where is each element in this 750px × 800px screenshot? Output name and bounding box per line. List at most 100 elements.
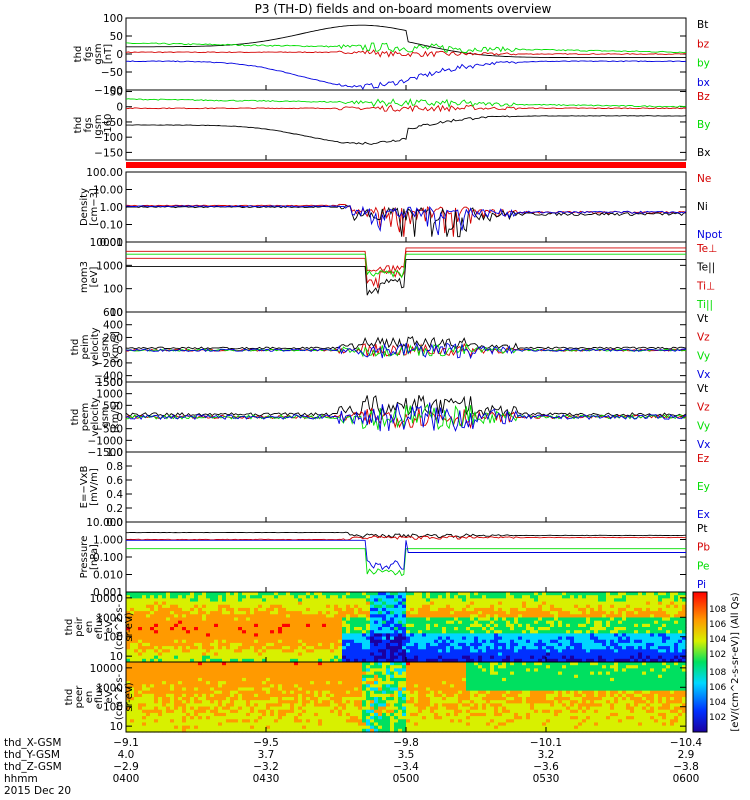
heatmap-cell	[386, 665, 391, 669]
heatmap-cell	[418, 671, 423, 676]
heatmap-cell	[130, 630, 135, 634]
heatmap-cell	[298, 604, 303, 609]
heatmap-cell	[222, 652, 227, 657]
heatmap-cell	[214, 630, 219, 634]
heatmap-cell	[230, 627, 235, 631]
heatmap-cell	[194, 665, 199, 669]
heatmap-cell	[358, 709, 363, 714]
heatmap-cell	[386, 662, 391, 666]
heatmap-cell	[282, 674, 287, 679]
heatmap-cell	[514, 658, 519, 663]
heatmap-cell	[326, 646, 331, 650]
heatmap-cell	[498, 620, 503, 625]
heatmap-cell	[434, 598, 439, 603]
heatmap-cell	[322, 655, 327, 660]
heatmap-cell	[326, 693, 331, 698]
heatmap-cell	[374, 716, 379, 720]
heatmap-cell	[174, 604, 179, 609]
heatmap-cell	[394, 607, 399, 612]
heatmap-cell	[290, 690, 295, 695]
heatmap-cell	[182, 712, 187, 717]
heatmap-cell	[390, 697, 395, 701]
heatmap-cell	[538, 592, 543, 596]
heatmap-cell	[666, 611, 671, 615]
heatmap-cell	[250, 662, 255, 666]
heatmap-cell	[154, 700, 159, 704]
heatmap-cell	[590, 601, 595, 606]
heatmap-cell	[398, 614, 403, 619]
heatmap-cell	[198, 719, 203, 724]
heatmap-cell	[306, 728, 311, 733]
heatmap-cell	[438, 630, 443, 634]
heatmap-cell	[682, 617, 687, 622]
heatmap-cell	[350, 611, 355, 615]
heatmap-cell	[346, 662, 351, 666]
heatmap-cell	[302, 677, 307, 682]
heatmap-cell	[182, 697, 187, 701]
heatmap-cell	[418, 693, 423, 698]
heatmap-cell	[366, 623, 371, 628]
heatmap-cell	[222, 671, 227, 676]
heatmap-cell	[302, 665, 307, 669]
heatmap-cell	[418, 646, 423, 650]
heatmap-cell	[270, 681, 275, 685]
heatmap-cell	[134, 712, 139, 717]
heatmap-cell	[410, 671, 415, 676]
heatmap-cell	[250, 697, 255, 701]
heatmap-cell	[670, 592, 675, 596]
heatmap-cell	[414, 690, 419, 695]
heatmap-cell	[454, 617, 459, 622]
heatmap-cell	[126, 658, 131, 663]
heatmap-cell	[170, 722, 175, 727]
heatmap-cell	[286, 684, 291, 689]
heatmap-cell	[494, 655, 499, 660]
heatmap-cell	[366, 649, 371, 654]
heatmap-cell	[202, 684, 207, 689]
heatmap-cell	[134, 684, 139, 689]
heatmap-cell	[242, 716, 247, 720]
heatmap-cell	[682, 620, 687, 625]
heatmap-cell	[498, 639, 503, 644]
heatmap-cell	[414, 592, 419, 596]
heatmap-cell	[470, 623, 475, 628]
heatmap-cell	[274, 601, 279, 606]
heatmap-cell	[298, 595, 303, 599]
heatmap-cell	[334, 687, 339, 692]
heatmap-cell	[270, 687, 275, 692]
heatmap-cell	[558, 652, 563, 657]
heatmap-cell	[314, 630, 319, 634]
heatmap-cell	[514, 598, 519, 603]
heatmap-cell	[290, 700, 295, 704]
heatmap-cell	[674, 646, 679, 650]
heatmap-cell	[670, 658, 675, 663]
heatmap-cell	[178, 684, 183, 689]
heatmap-cell	[338, 725, 343, 730]
heatmap-cell	[502, 617, 507, 622]
heatmap-cell	[390, 709, 395, 714]
heatmap-cell	[506, 649, 511, 654]
heatmap-cell	[410, 706, 415, 711]
heatmap-cell	[150, 662, 155, 666]
heatmap-cell	[306, 639, 311, 644]
heatmap-cell	[334, 668, 339, 673]
heatmap-cell	[338, 668, 343, 673]
heatmap-cell	[134, 639, 139, 644]
heatmap-cell	[202, 700, 207, 704]
heatmap-cell	[398, 639, 403, 644]
heatmap-cell	[650, 595, 655, 599]
heatmap-cell	[586, 646, 591, 650]
heatmap-cell	[530, 627, 535, 631]
heatmap-cell	[194, 690, 199, 695]
heatmap-cell	[158, 630, 163, 634]
heatmap-cell	[202, 649, 207, 654]
heatmap-cell	[494, 642, 499, 647]
heatmap-cell	[350, 662, 355, 666]
heatmap-cell	[162, 665, 167, 669]
heatmap-cell	[570, 607, 575, 612]
heatmap-cell	[378, 614, 383, 619]
heatmap-cell	[318, 728, 323, 733]
heatmap-cell	[330, 674, 335, 679]
heatmap-cell	[338, 592, 343, 596]
heatmap-cell	[318, 725, 323, 730]
heatmap-cell	[290, 592, 295, 596]
